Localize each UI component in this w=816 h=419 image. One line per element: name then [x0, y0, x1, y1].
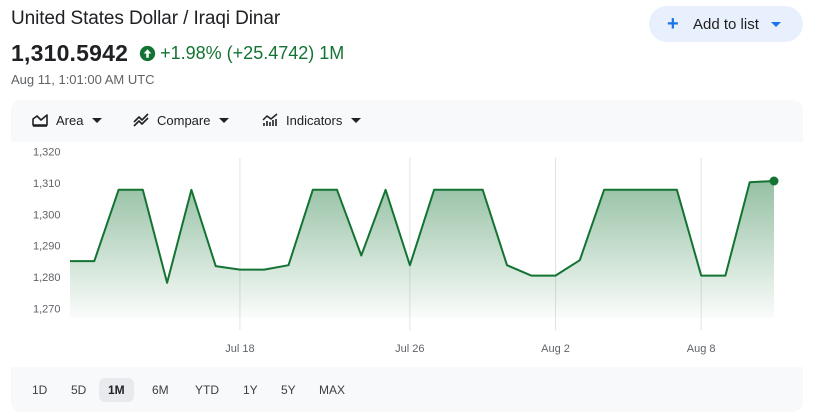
price-chart-svg: 1,270 1,280 1,290 1,300 1,310 1,320 Jul 18 Jul…	[33, 146, 779, 355]
add-to-list-label: Add to list	[693, 15, 759, 33]
range-1y[interactable]: 1Y	[243, 383, 258, 397]
price-row: 1,310.5942 +1.98% (+25.4742) 1M	[11, 40, 344, 67]
indicators-dropdown[interactable]: Indicators	[262, 100, 362, 140]
arrow-up-circle-icon	[139, 45, 156, 62]
range-selector: 1D 5D 1M 6M YTD 1Y 5Y MAX	[11, 372, 803, 408]
chart-type-dropdown[interactable]: Area	[32, 100, 103, 140]
range-max[interactable]: MAX	[319, 383, 346, 397]
compare-dropdown[interactable]: Compare	[133, 100, 230, 140]
chevron-down-icon	[351, 117, 362, 123]
y-tick-label: 1,320	[33, 146, 61, 158]
y-tick-label: 1,270	[33, 304, 61, 316]
change-period: 1M	[319, 43, 345, 63]
y-tick-label: 1,290	[33, 241, 61, 253]
chart-toolbar: Area Compare Indicators	[11, 100, 803, 140]
range-6m[interactable]: 6M	[152, 383, 169, 397]
chevron-down-icon	[92, 117, 103, 123]
y-tick-label: 1,310	[33, 178, 61, 190]
price-chart: 1,270 1,280 1,290 1,300 1,310 1,320 Jul 18 Jul…	[11, 142, 803, 367]
y-tick-label: 1,280	[33, 272, 61, 284]
area-chart-icon	[32, 114, 48, 127]
x-tick-label: Jul 18	[225, 343, 254, 355]
price-line	[70, 180, 775, 284]
range-5d[interactable]: 5D	[71, 383, 87, 397]
last-price-point	[769, 176, 779, 186]
range-ytd[interactable]: YTD	[195, 383, 219, 397]
indicators-icon	[262, 113, 278, 126]
compare-icon	[133, 113, 149, 127]
chevron-down-icon	[219, 117, 230, 123]
pair-title: United States Dollar / Iraqi Dinar	[11, 8, 281, 29]
range-5y[interactable]: 5Y	[281, 383, 296, 397]
x-tick-label: Aug 8	[687, 343, 716, 355]
quote-timestamp: Aug 11, 1:01:00 AM UTC	[11, 72, 155, 87]
y-tick-label: 1,300	[33, 209, 61, 221]
chevron-down-icon	[770, 21, 781, 27]
x-tick-label: Aug 2	[541, 343, 570, 355]
add-to-list-button[interactable]: + Add to list	[649, 6, 803, 42]
plus-icon: +	[667, 13, 679, 35]
indicators-label: Indicators	[286, 112, 343, 128]
x-tick-label: Jul 26	[395, 343, 424, 355]
chart-type-label: Area	[56, 112, 84, 128]
price-change: +1.98% (+25.4742)	[160, 43, 315, 63]
price-area	[70, 181, 774, 318]
compare-label: Compare	[157, 112, 211, 128]
range-1m[interactable]: 1M	[99, 378, 134, 402]
current-price: 1,310.5942	[11, 40, 129, 66]
range-1d[interactable]: 1D	[32, 383, 48, 397]
